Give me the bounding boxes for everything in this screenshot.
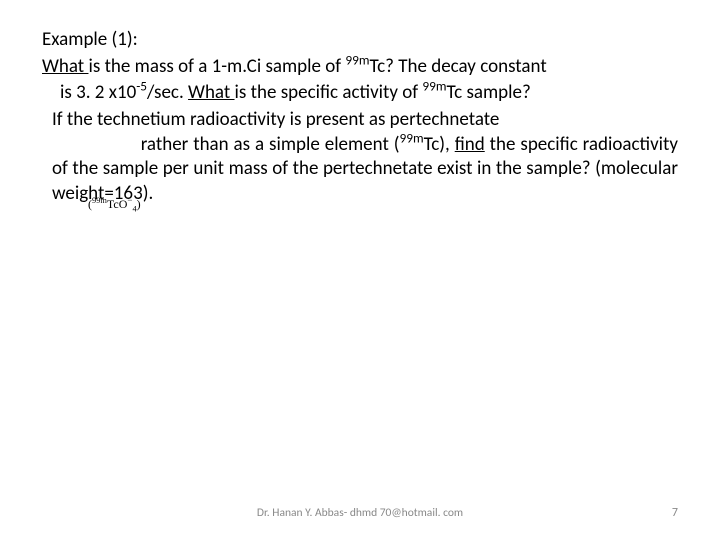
- sup-neg5: -5: [136, 78, 147, 95]
- q2-rest: rather than as a simple element ( 99m Tc),…: [52, 133, 678, 207]
- pertechnetate-formula: (99mTcO−4): [88, 195, 141, 212]
- q1-l1-post: Tc? The decay constant: [370, 55, 547, 78]
- q2-rest-a: rather than as a simple element (: [52, 133, 400, 156]
- underline-what-2: What: [188, 81, 234, 104]
- q2-line1: If the technetium radioactivity is prese…: [52, 108, 678, 133]
- formula-sup99m: 99m: [92, 196, 107, 205]
- q2-rest-b: Tc),: [424, 133, 455, 156]
- sup-99m-3: 99m: [400, 129, 424, 146]
- question1-line1: What is the mass of a 1-m.Ci sample of 9…: [42, 55, 678, 80]
- sup-99m-2: 99m: [422, 78, 446, 95]
- underline-find: find: [455, 133, 485, 156]
- question2: If the technetium radioactivity is prese…: [42, 108, 678, 207]
- q1-l1-mid: is the mass of a 1-m.Ci sample of: [88, 55, 345, 78]
- formula-close: ): [137, 197, 141, 211]
- heading-text: Example (1):: [42, 28, 138, 51]
- page-number: 7: [672, 506, 678, 520]
- q1-l2-post1: is the specific activity of: [235, 81, 423, 104]
- example-heading: Example (1):: [42, 28, 678, 53]
- q1-l2-pre: is 3. 2 x10: [60, 81, 136, 104]
- slide: Example (1): What is the mass of a 1-m.C…: [0, 0, 720, 540]
- underline-what-1: What: [42, 55, 88, 78]
- sup-99m-1: 99m: [345, 51, 369, 68]
- q1-l2-post2: Tc sample?: [447, 81, 531, 104]
- formula-tco: TcO: [107, 197, 127, 211]
- q1-l2-mid: /sec.: [147, 81, 188, 104]
- question1-line2: is 3. 2 x10-5/sec. What is the specific …: [42, 81, 678, 106]
- slide-footer: Dr. Hanan Y. Abbas- dhmd 70@hotmail. com: [0, 506, 720, 520]
- footer-author: Dr. Hanan Y. Abbas- dhmd 70@hotmail. com: [257, 506, 463, 520]
- content-block: Example (1): What is the mass of a 1-m.C…: [42, 28, 678, 207]
